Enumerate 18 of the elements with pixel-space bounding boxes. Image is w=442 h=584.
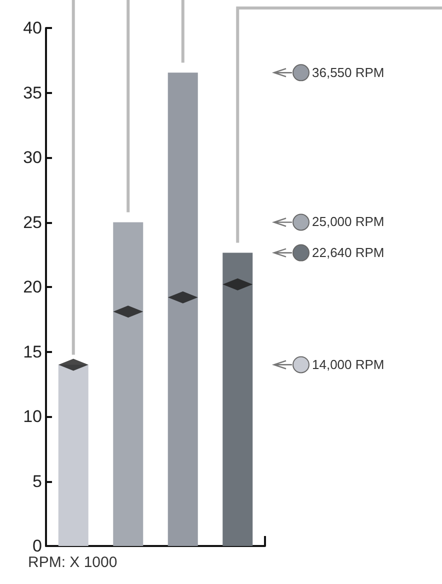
bar [58,364,88,546]
y-axis-title: RPM: X 1000 [28,554,118,571]
text: 36,550 RPM [312,64,384,81]
y-tick-label: 35 [23,83,42,102]
y-tick-label: 20 [23,278,42,296]
y-tick-label: 10 [23,407,42,426]
bar [168,72,198,546]
y-tick-label: 40 [23,18,42,38]
y-tick-label: 15 [23,342,42,362]
bar [113,222,144,546]
text: 14,000 RPM [312,356,384,373]
y-tick-label: 5 [32,472,42,491]
y-tick-label: 25 [23,212,42,232]
y-tick-label: 30 [23,148,42,167]
text: 22,640 RPM [312,244,384,261]
text: 25,000 RPM [312,214,384,230]
bar [222,252,253,546]
y-tick-label: 0 [32,536,42,556]
